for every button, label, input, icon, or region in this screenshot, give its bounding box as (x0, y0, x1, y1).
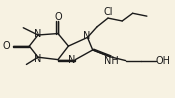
Text: O: O (54, 12, 62, 22)
Text: N: N (34, 29, 42, 39)
Text: OH: OH (155, 56, 170, 66)
Text: O: O (3, 41, 10, 51)
Text: N: N (34, 54, 42, 64)
Text: N: N (68, 55, 76, 65)
Text: Cl: Cl (103, 7, 113, 17)
Text: N: N (83, 31, 90, 41)
Text: NH: NH (104, 56, 118, 66)
